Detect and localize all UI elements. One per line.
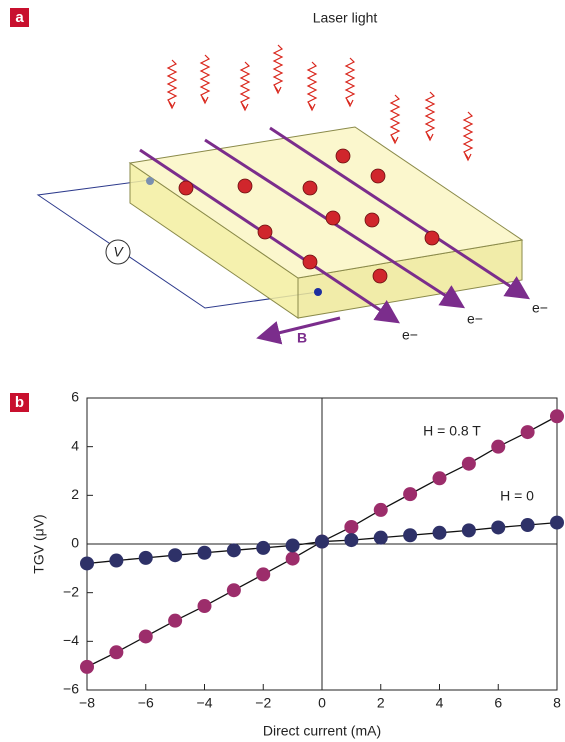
panel-label: a — [15, 9, 24, 26]
laser-wave — [201, 55, 209, 101]
y-tick-label: 6 — [71, 389, 79, 405]
data-point — [139, 629, 153, 643]
data-point — [403, 528, 417, 542]
panel-label: b — [15, 394, 24, 411]
x-tick-label: 8 — [553, 695, 561, 711]
figure: a Laser light V e− e− e− B b Direct curr… — [0, 0, 565, 742]
y-axis-label: TGV (μV) — [31, 514, 47, 573]
data-point — [344, 520, 358, 534]
y-tick-label: −4 — [63, 632, 79, 648]
data-point — [198, 599, 212, 613]
data-point — [168, 614, 182, 628]
data-point — [80, 660, 94, 674]
data-point — [433, 471, 447, 485]
x-axis-label: Direct current (mA) — [263, 723, 381, 739]
data-point — [374, 531, 388, 545]
data-point — [198, 546, 212, 560]
y-tick-label: 4 — [71, 437, 79, 453]
data-point — [139, 551, 153, 565]
data-point — [109, 554, 123, 568]
x-tick-label: 0 — [318, 695, 326, 711]
data-point — [462, 457, 476, 471]
laser-label: Laser light — [313, 10, 378, 26]
data-point — [550, 516, 564, 530]
data-point — [491, 440, 505, 454]
y-tick-label: −6 — [63, 681, 79, 697]
x-tick-label: 4 — [436, 695, 444, 711]
laser-wave — [308, 62, 316, 108]
data-point — [403, 487, 417, 501]
laser-wave — [274, 45, 282, 91]
x-tick-label: 2 — [377, 695, 385, 711]
data-point — [256, 567, 270, 581]
x-tick-label: 6 — [494, 695, 502, 711]
data-point — [374, 503, 388, 517]
electron-label: e− — [532, 300, 548, 316]
data-point — [315, 535, 329, 549]
data-point — [256, 541, 270, 555]
data-point — [109, 645, 123, 659]
x-tick-label: −2 — [255, 695, 271, 711]
laser-wave — [241, 62, 249, 108]
data-point — [168, 548, 182, 562]
data-point — [521, 425, 535, 439]
series-label: H = 0.8 T — [423, 423, 481, 439]
x-tick-label: −6 — [138, 695, 154, 711]
laser-wave — [391, 95, 399, 141]
field-label: B — [297, 330, 307, 346]
electron-label: e− — [467, 311, 483, 327]
electron-label: e− — [402, 327, 418, 343]
laser-wave — [464, 112, 472, 158]
data-point — [462, 523, 476, 537]
y-tick-label: 2 — [71, 486, 79, 502]
series-label: H = 0 — [500, 488, 534, 504]
data-point — [521, 518, 535, 532]
data-point — [491, 520, 505, 534]
electrode — [314, 288, 322, 296]
data-point — [227, 583, 241, 597]
laser-wave — [346, 58, 354, 104]
data-point — [286, 552, 300, 566]
data-point — [344, 533, 358, 547]
electrode — [146, 177, 154, 185]
laser-wave — [426, 92, 434, 138]
data-point — [80, 556, 94, 570]
data-point — [286, 538, 300, 552]
y-tick-label: −2 — [63, 583, 79, 599]
y-tick-label: 0 — [71, 535, 79, 551]
laser-wave — [168, 60, 176, 106]
x-tick-label: −8 — [79, 695, 95, 711]
x-tick-label: −4 — [197, 695, 213, 711]
data-point — [433, 526, 447, 540]
data-point — [227, 543, 241, 557]
data-point — [550, 409, 564, 423]
